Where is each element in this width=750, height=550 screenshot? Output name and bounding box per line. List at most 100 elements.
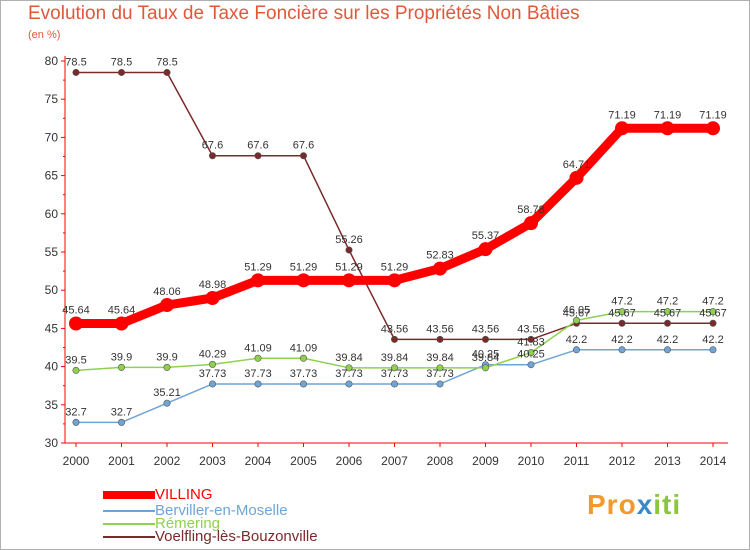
data-label: 51.29 — [335, 261, 363, 273]
data-point — [572, 346, 580, 354]
data-label: 37.73 — [199, 368, 227, 380]
data-label: 64.71 — [563, 159, 591, 171]
data-label: 46.05 — [563, 304, 591, 316]
data-point — [706, 121, 720, 136]
y-tick-label: 80 — [45, 54, 59, 68]
data-label: 45.64 — [108, 305, 136, 317]
data-point — [205, 290, 220, 305]
data-label: 55.26 — [335, 234, 363, 246]
data-label: 45.67 — [563, 307, 591, 319]
data-point — [254, 380, 262, 388]
data-point — [342, 273, 356, 288]
proxiti-logo: Proxiti — [587, 489, 682, 520]
data-label: 48.98 — [199, 279, 227, 291]
data-label: 43.56 — [381, 323, 409, 335]
legend-label: Berviller-en-Moselle — [155, 502, 288, 519]
data-point — [663, 346, 671, 354]
data-label: 45.67 — [608, 307, 636, 319]
data-label: 58.78 — [517, 204, 545, 216]
y-tick-label: 45 — [45, 321, 59, 335]
data-point — [254, 354, 262, 362]
data-label: 39.9 — [111, 351, 132, 363]
y-tick-label: 60 — [45, 207, 59, 221]
y-tick-label: 35 — [45, 398, 59, 412]
data-point — [436, 364, 444, 372]
data-label: 37.73 — [426, 368, 454, 380]
data-point — [436, 380, 444, 388]
legend-swatch — [103, 510, 155, 512]
data-label: 42.2 — [657, 334, 678, 346]
x-tick-label: 2008 — [427, 454, 454, 468]
data-point — [254, 152, 262, 160]
legend-label: Rémering — [155, 515, 221, 532]
y-tick-label: 75 — [45, 92, 59, 106]
x-tick-label: 2013 — [654, 454, 681, 468]
x-tick-label: 2010 — [518, 454, 545, 468]
y-axis-unit: (en %) — [28, 29, 61, 41]
data-label: 43.56 — [517, 323, 545, 335]
data-point — [345, 246, 353, 254]
data-label: 45.64 — [62, 305, 90, 317]
data-point — [163, 363, 171, 371]
data-point — [572, 316, 580, 324]
x-tick-label: 2009 — [472, 454, 499, 468]
data-label: 67.6 — [293, 140, 314, 152]
data-label: 71.19 — [654, 109, 682, 121]
y-tick-label: 30 — [45, 436, 59, 450]
data-point — [387, 273, 402, 288]
legend-label: Voelfling-lès-Bouzonville — [155, 528, 318, 545]
x-tick-label: 2004 — [245, 454, 272, 468]
data-label: 47.2 — [611, 296, 632, 308]
data-label: 43.56 — [472, 323, 500, 335]
data-label: 42.2 — [611, 334, 632, 346]
data-point — [209, 360, 217, 368]
data-label: 35.21 — [153, 387, 181, 399]
data-point — [163, 68, 171, 76]
data-label: 40.25 — [472, 349, 500, 361]
data-label: 78.5 — [156, 56, 177, 68]
data-point — [118, 363, 126, 371]
data-point — [481, 364, 489, 372]
data-label: 51.29 — [244, 261, 272, 273]
data-label: 71.19 — [699, 109, 727, 121]
data-point — [569, 170, 584, 185]
legend-swatch — [103, 536, 155, 538]
data-label: 39.84 — [381, 352, 409, 364]
data-label: 52.83 — [426, 250, 454, 262]
data-point — [618, 346, 626, 354]
data-point — [390, 380, 398, 388]
data-label: 78.5 — [65, 56, 86, 68]
x-tick-label: 2014 — [700, 454, 727, 468]
data-label: 78.5 — [111, 56, 132, 68]
data-point — [524, 216, 538, 231]
data-point — [481, 335, 489, 343]
data-point — [72, 68, 80, 76]
data-point — [618, 308, 626, 316]
data-label: 51.29 — [290, 261, 318, 273]
data-label: 37.73 — [244, 368, 272, 380]
legend-swatch — [103, 491, 155, 499]
data-label: 45.67 — [699, 307, 727, 319]
data-label: 41.09 — [290, 342, 318, 354]
data-point — [299, 152, 307, 160]
y-tick-label: 55 — [45, 245, 59, 259]
data-label: 40.25 — [517, 349, 545, 361]
y-tick-label: 50 — [45, 283, 59, 297]
data-label: 51.29 — [381, 261, 409, 273]
data-point — [615, 121, 629, 136]
data-point — [69, 316, 83, 331]
data-label: 39.84 — [335, 352, 363, 364]
data-point — [160, 298, 174, 313]
data-point — [618, 319, 626, 327]
y-tick-label: 65 — [45, 169, 59, 183]
data-label: 41.09 — [244, 342, 272, 354]
x-tick-label: 2007 — [381, 454, 408, 468]
x-tick-label: 2011 — [564, 454, 590, 468]
data-point — [436, 335, 444, 343]
y-tick-label: 70 — [45, 130, 59, 144]
data-point — [527, 335, 535, 343]
data-label: 45.67 — [654, 307, 682, 319]
legend-swatch — [103, 523, 155, 525]
